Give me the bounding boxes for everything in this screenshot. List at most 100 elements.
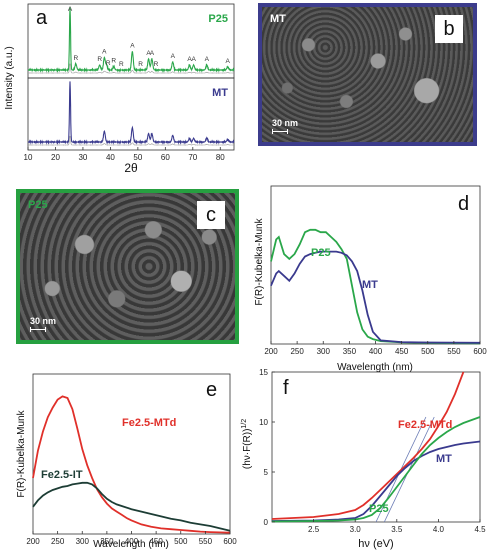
panel-letter-f: f bbox=[283, 377, 289, 399]
x-tick-label: 300 bbox=[76, 537, 90, 546]
series-line-fe2-5-mtd bbox=[32, 395, 231, 534]
plot-frame-e bbox=[32, 373, 231, 535]
peak-label: A bbox=[102, 48, 107, 55]
x-tick-label: 60 bbox=[161, 153, 170, 162]
sem-scale-text: 30 nm bbox=[30, 316, 57, 326]
peak-label: R bbox=[138, 61, 143, 68]
y-tick-label: 0 bbox=[264, 518, 269, 527]
peak-label: A bbox=[150, 50, 155, 57]
peak-label: A bbox=[68, 6, 73, 13]
panel-a: a Intensity (a.u.) 2θ P25 MT AR RAR RRARAA… bbox=[4, 3, 235, 175]
y-tick-label: 5 bbox=[264, 468, 269, 477]
panel-letter-a: a bbox=[36, 7, 48, 29]
x-axis-ticks-d: 200 250 300 350 400 450 500 550 600 bbox=[264, 341, 487, 356]
x-axis-label-e: Wavelength (nm) bbox=[93, 539, 169, 550]
x-tick-label: 500 bbox=[174, 537, 188, 546]
x-axis-label-a: 2θ bbox=[124, 161, 138, 175]
series-label-mt-a: MT bbox=[212, 87, 228, 99]
dr-uv-curves bbox=[32, 395, 231, 534]
plot-frame-a-top bbox=[27, 3, 235, 79]
x-tick-label: 450 bbox=[395, 347, 409, 356]
y-axis-label-a: Intensity (a.u.) bbox=[4, 46, 15, 109]
scale-bar-icon bbox=[30, 327, 46, 332]
plot-frame-a-bottom bbox=[27, 77, 235, 151]
tauc-curves bbox=[271, 371, 481, 523]
sem-sample-label: MT bbox=[270, 13, 286, 25]
x-tick-label: 4.0 bbox=[433, 525, 445, 534]
peak-label: R bbox=[111, 57, 116, 64]
xrd-curves bbox=[27, 7, 235, 146]
plot-frame-f bbox=[271, 371, 481, 523]
series-line-p25 bbox=[271, 416, 481, 523]
y-axis-label-d: F(R)-Kubelka-Munk bbox=[254, 217, 265, 305]
sem-scale-bar: 30 nm bbox=[272, 118, 298, 134]
x-tick-label: 80 bbox=[216, 153, 225, 162]
x-tick-label: 4.5 bbox=[474, 525, 486, 534]
panel-letter-e: e bbox=[206, 379, 217, 401]
x-tick-label: 40 bbox=[106, 153, 115, 162]
y-axis-label-f: (hν·F(R))1/2 bbox=[241, 419, 253, 469]
x-tick-label: 550 bbox=[199, 537, 213, 546]
x-tick-label: 50 bbox=[133, 153, 142, 162]
x-tick-label: 3.0 bbox=[350, 525, 362, 534]
x-tick-label: 30 bbox=[78, 153, 87, 162]
series-line-p25 bbox=[270, 228, 481, 345]
sem-image-mt: MT b 30 nm bbox=[258, 3, 477, 146]
sem-image-p25: P25 c 30 nm bbox=[16, 189, 239, 344]
panel-letter-d: d bbox=[458, 193, 469, 215]
y-axis-label-e: F(R)-Kubelka-Munk bbox=[16, 409, 27, 497]
peak-label: R bbox=[73, 55, 78, 62]
x-tick-label: 200 bbox=[26, 537, 40, 546]
series-label-p25-a: P25 bbox=[208, 13, 228, 25]
series-label-fe-it-e: Fe2.5-IT bbox=[41, 469, 83, 481]
x-axis-label-d: Wavelength (nm) bbox=[337, 362, 413, 373]
panel-letter-b: b bbox=[435, 15, 463, 43]
series-label-fe-mtd-f: Fe2.5-MTd bbox=[398, 419, 452, 431]
series-line-fe2-5-mtd bbox=[271, 371, 465, 520]
series-line-fe2-5-it bbox=[32, 481, 231, 532]
peak-label: R bbox=[97, 56, 102, 63]
x-tick-label: 400 bbox=[369, 347, 383, 356]
x-tick-label: 550 bbox=[447, 347, 461, 356]
peak-label: R bbox=[154, 61, 159, 68]
peak-label: A bbox=[146, 50, 151, 57]
peak-label: A bbox=[205, 56, 210, 63]
tangent-line bbox=[375, 416, 427, 523]
panel-e: e F(R)-Kubelka-Munk Wavelength (nm) 200 2… bbox=[16, 373, 237, 550]
panel-f: f (hν·F(R))1/2 hν (eV) 2.5 3.0 3.5 4.0 4.5 0… bbox=[241, 368, 486, 550]
series-label-p25-f: P25 bbox=[369, 503, 389, 515]
tangent-line bbox=[383, 416, 435, 523]
series-line-mt bbox=[270, 250, 481, 344]
peak-label: A bbox=[171, 53, 176, 60]
series-label-mt-d: MT bbox=[362, 279, 378, 291]
plot-frame-d bbox=[270, 185, 481, 345]
x-tick-label: 350 bbox=[343, 347, 357, 356]
x-tick-label: 450 bbox=[149, 537, 163, 546]
x-tick-label: 400 bbox=[125, 537, 139, 546]
x-tick-label: 10 bbox=[24, 153, 33, 162]
x-tick-label: 250 bbox=[290, 347, 304, 356]
peak-label: R bbox=[106, 60, 111, 67]
x-tick-label: 300 bbox=[317, 347, 331, 356]
x-tick-label: 200 bbox=[264, 347, 278, 356]
dr-uv-curves bbox=[270, 228, 481, 345]
peak-label: A bbox=[187, 56, 192, 63]
xrd-reference-mt bbox=[28, 135, 235, 146]
series-label-mt-f: MT bbox=[436, 453, 452, 465]
x-tick-label: 70 bbox=[188, 153, 197, 162]
peak-label: A bbox=[130, 42, 135, 49]
xrd-reference-p25 bbox=[28, 63, 235, 74]
x-tick-label: 600 bbox=[473, 347, 487, 356]
x-axis-ticks-a: 10 20 30 40 50 60 70 80 bbox=[24, 147, 225, 162]
x-axis-ticks-f: 2.5 3.0 3.5 4.0 4.5 bbox=[308, 519, 486, 534]
peak-label: R bbox=[119, 61, 124, 68]
y-axis-ticks-f: 0 5 10 15 bbox=[259, 368, 275, 527]
x-axis-ticks-e: 200 250 300 350 400 450 500 550 600 bbox=[26, 531, 237, 546]
peak-label: A bbox=[226, 58, 231, 65]
scale-bar-icon bbox=[272, 129, 288, 134]
series-label-p25-d: P25 bbox=[311, 247, 331, 259]
xrd-pattern-mt bbox=[27, 81, 235, 145]
sem-scale-bar: 30 nm bbox=[30, 316, 56, 332]
tangent-lines bbox=[375, 416, 435, 523]
